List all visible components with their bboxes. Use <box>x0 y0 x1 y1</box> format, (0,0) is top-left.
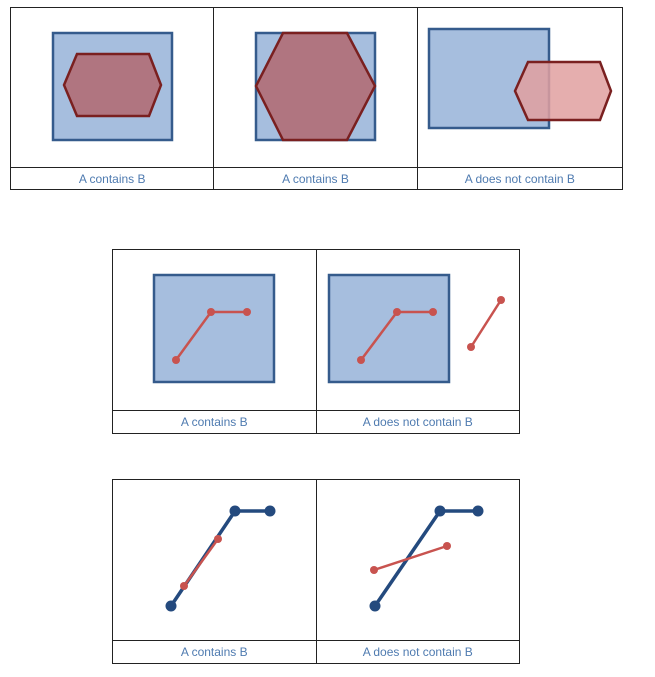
region-b <box>62 52 163 118</box>
caption-2-1: A contains B <box>112 410 317 434</box>
line-b-vertex <box>466 343 475 351</box>
panel-3-2 <box>315 479 520 641</box>
panel-1-1 <box>9 7 215 168</box>
panel-2-1 <box>112 249 317 411</box>
diagram-line-crosses-line <box>369 505 483 612</box>
line-a-vertex <box>229 505 241 517</box>
diagram-polygon-overlaps-polygon <box>427 27 613 130</box>
figure-row-3: A contains B A does not contain B <box>112 479 520 664</box>
line-b-vertex <box>369 566 378 574</box>
line-b-vertex <box>356 356 365 364</box>
caption-3-1: A contains B <box>112 640 317 664</box>
line-a-vertex <box>264 505 276 517</box>
diagram-polygon-contains-line <box>152 273 276 384</box>
diagram-polygon-contains-polygon-touching <box>254 31 377 142</box>
line-b <box>182 538 220 587</box>
line-a <box>169 509 270 607</box>
diagram-polygon-contains-polygon <box>51 31 174 142</box>
line-a-vertex <box>369 600 380 612</box>
line-a <box>373 509 478 607</box>
region-a <box>327 273 450 384</box>
line-b-vertex <box>428 308 437 316</box>
line-b-vertex <box>180 582 188 590</box>
line-b-outside <box>469 299 502 348</box>
line-a-vertex <box>434 505 445 517</box>
diagram-polygon-not-contains-line <box>327 273 505 384</box>
region-b <box>254 31 377 142</box>
caption-1-3: A does not contain B <box>416 167 624 190</box>
line-a-vertex <box>472 505 483 517</box>
caption-2-2: A does not contain B <box>315 410 520 434</box>
line-b-vertex <box>243 308 251 316</box>
region-b <box>513 60 613 122</box>
figure-row-1: A contains B A contains B A does not con… <box>9 7 624 190</box>
line-a-vertex <box>165 600 177 612</box>
line-b-vertex <box>207 308 215 316</box>
line-b <box>373 544 447 572</box>
panel-2-2 <box>315 249 520 411</box>
line-b-vertex <box>214 535 222 543</box>
panel-3-1 <box>112 479 317 641</box>
line-b-vertex <box>442 542 451 550</box>
figure-row-2: A contains B A does not contain B <box>112 249 520 434</box>
caption-1-2: A contains B <box>213 167 418 190</box>
panel-1-2 <box>213 7 418 168</box>
caption-1-1: A contains B <box>9 167 215 190</box>
line-b-vertex <box>496 296 505 304</box>
diagram-line-contains-line <box>165 505 276 612</box>
line-b-vertex <box>392 308 401 316</box>
line-b-vertex <box>172 356 180 364</box>
caption-3-2: A does not contain B <box>315 640 520 664</box>
region-a <box>152 273 276 384</box>
panel-1-3 <box>416 7 624 168</box>
